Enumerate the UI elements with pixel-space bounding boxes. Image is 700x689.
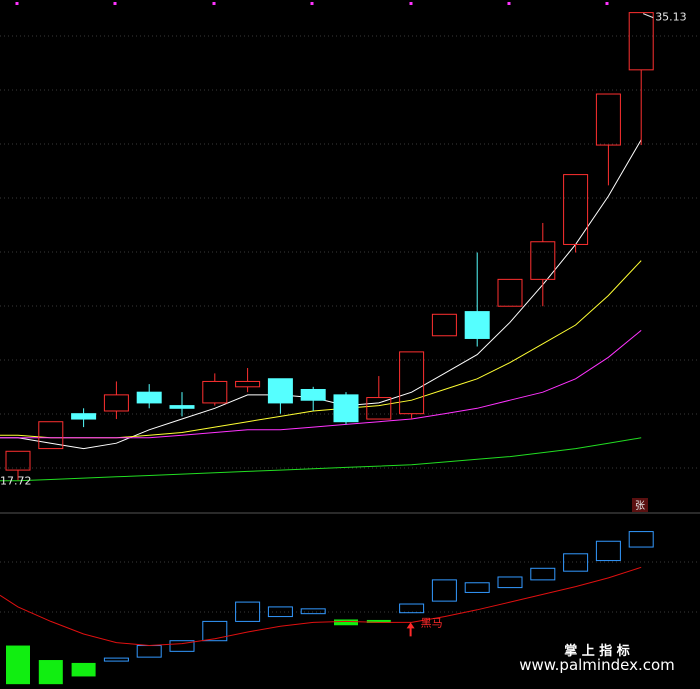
zhang-marker: 张 <box>632 498 648 512</box>
indicator-bar-outline <box>431 579 457 602</box>
signal-line <box>0 566 642 647</box>
top-marker-dot <box>212 2 216 5</box>
zhang-marker-bg <box>632 498 648 512</box>
candle-body <box>235 380 261 388</box>
top-markers <box>15 2 609 5</box>
watermark: 掌 上 指 标 www.palmindex.com <box>519 643 675 674</box>
indicator-bar-outline <box>595 540 621 562</box>
watermark-title: 掌 上 指 标 <box>564 643 630 659</box>
indicator-bar-solid <box>366 619 391 623</box>
max-price-pointer <box>643 13 654 19</box>
signal-text: 黑马 <box>421 616 443 629</box>
indicator-bar-outline <box>103 657 129 662</box>
indicator-bar-outline <box>497 576 523 589</box>
candle-body <box>71 413 97 420</box>
min-price-label: 17.72 <box>0 474 32 487</box>
candle-body <box>431 313 457 337</box>
ma-line <box>0 139 642 450</box>
top-marker-dot <box>605 2 609 5</box>
candle-body <box>103 394 129 412</box>
candle-body <box>136 391 162 404</box>
top-marker-dot <box>15 2 19 5</box>
candle-body <box>202 380 228 404</box>
indicator-bar-outline <box>235 601 261 622</box>
indicator-bar-solid <box>38 660 63 685</box>
candle-body <box>464 311 490 339</box>
candle-body <box>628 12 654 71</box>
candle-body <box>169 405 195 409</box>
signal-arrow-head <box>406 622 415 629</box>
ma-line <box>0 437 642 482</box>
indicator-bar-outline <box>628 531 654 548</box>
indicator-bar-outline <box>300 608 326 615</box>
indicator-bar-outline <box>169 640 195 652</box>
indicator-signal-line <box>0 566 642 647</box>
zhang-marker-text: 张 <box>635 500 645 512</box>
ma-line <box>0 260 642 439</box>
candle-body <box>300 388 326 401</box>
indicator-bar-outline <box>136 645 162 658</box>
candle-body <box>267 378 293 404</box>
candle-body <box>366 397 392 420</box>
watermark-url: www.palmindex.com <box>519 656 675 674</box>
indicator-bar-outline <box>399 603 425 614</box>
top-marker-dot <box>507 2 511 5</box>
candle-body <box>595 93 621 146</box>
indicator-bar-solid <box>71 662 96 677</box>
max-price-label: 35.13 <box>655 11 687 24</box>
ma-line <box>0 330 642 439</box>
indicator-bar-outline <box>464 582 490 593</box>
indicator-bar-outline <box>202 620 228 642</box>
candlesticks <box>5 12 654 481</box>
candle-body <box>399 351 425 415</box>
signal-annotation: 黑马 <box>406 616 443 637</box>
indicator-bar-solid <box>6 645 30 685</box>
candle-body <box>333 394 359 423</box>
top-marker-dot <box>409 2 413 5</box>
indicator-bar-solid <box>334 619 358 626</box>
candle-body <box>5 450 31 471</box>
indicator-bar-outline <box>267 606 293 618</box>
candle-body <box>563 174 589 245</box>
indicator-bars <box>6 531 654 685</box>
moving-average-lines <box>0 139 642 482</box>
top-marker-dot <box>310 2 314 5</box>
candle-body <box>530 241 556 280</box>
candle-body <box>497 278 523 307</box>
top-marker-dot <box>113 2 117 5</box>
indicator-bar-outline <box>530 567 556 581</box>
indicator-bar-outline <box>563 553 589 572</box>
candle-body <box>38 421 64 450</box>
grid-lines <box>0 35 700 613</box>
